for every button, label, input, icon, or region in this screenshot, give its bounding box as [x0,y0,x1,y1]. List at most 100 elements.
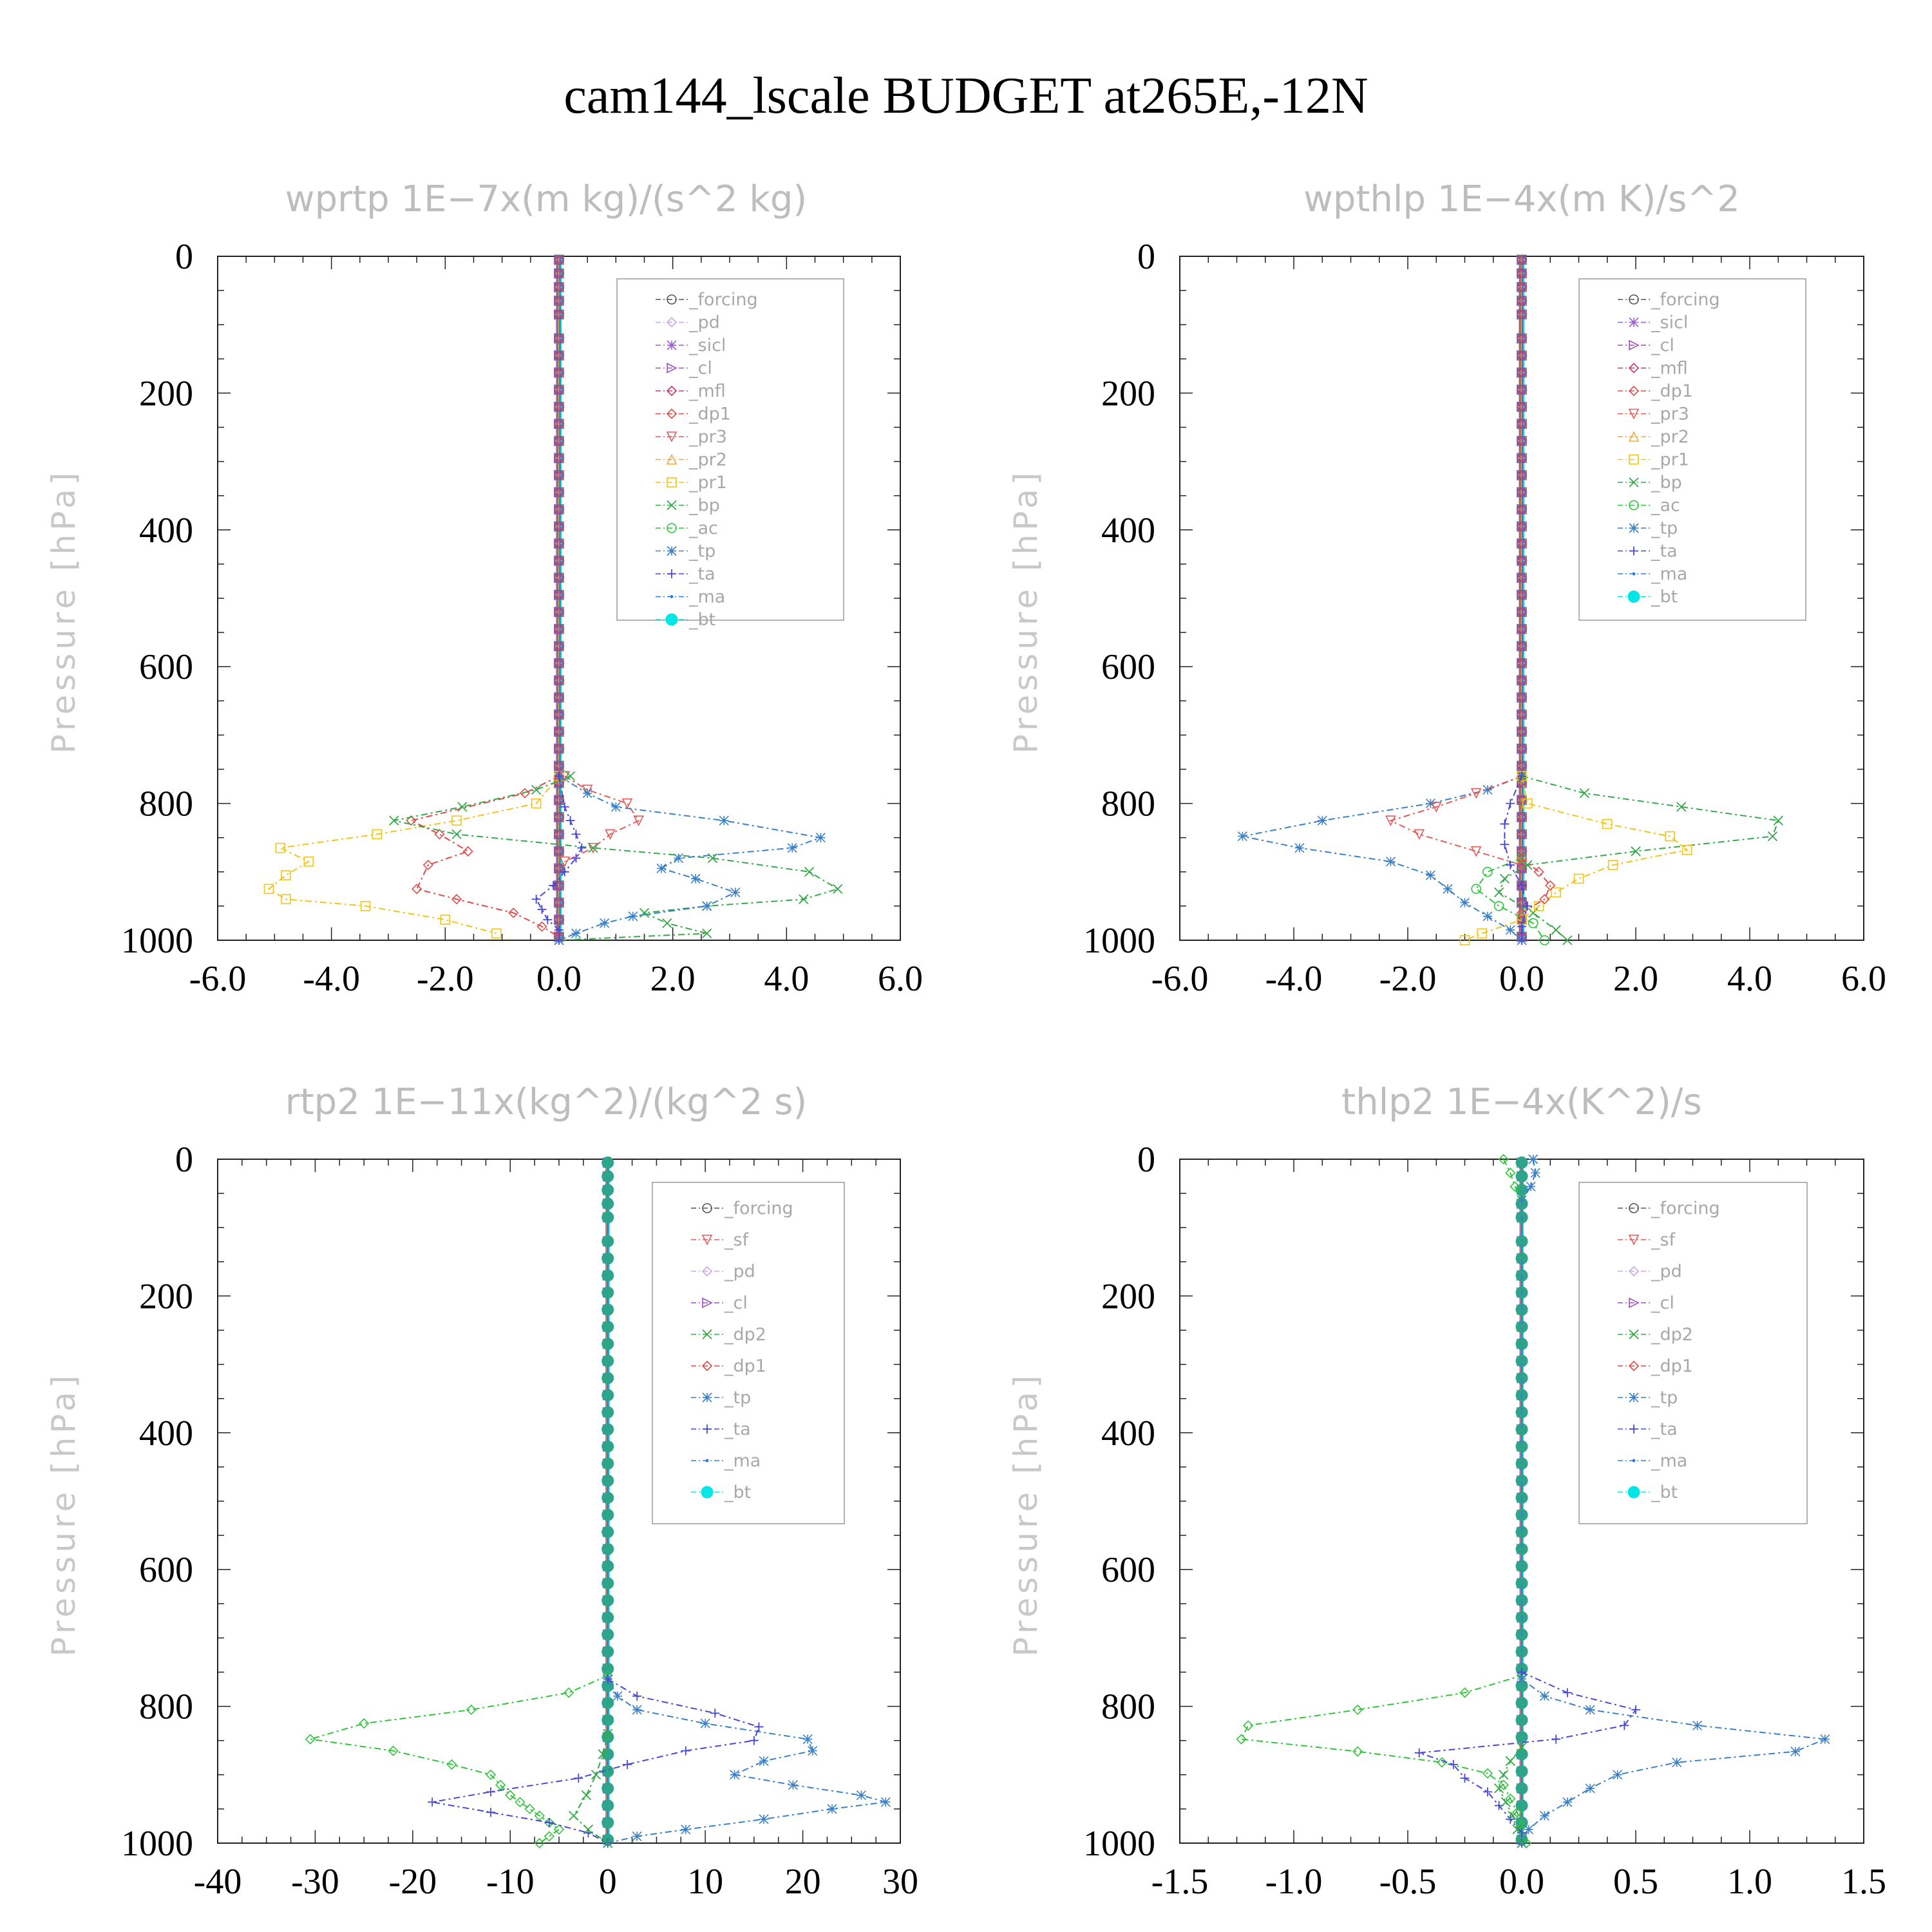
data-point [1585,1705,1595,1715]
zero-marker [554,487,564,498]
data-point [1243,1720,1254,1731]
data-point [1533,866,1544,877]
x-tick-label: -2.0 [1379,959,1437,999]
zero-marker [554,846,564,857]
legend-label: _ma [1651,1451,1687,1471]
legend-marker [1627,591,1640,603]
data-point [1517,936,1526,945]
y-axis-label: Pressure [hPa] [45,1372,82,1657]
x-tick-label: -1.0 [1265,1862,1323,1902]
data-point [1767,831,1778,842]
data-point [281,894,291,905]
data-point [1579,788,1589,799]
data-point [612,1691,623,1701]
data-point [621,798,633,810]
legend-label: _sicl [1651,313,1688,333]
legend-label: _bt [688,610,715,630]
data-point [1512,1824,1522,1835]
zero-marker [1517,743,1527,754]
data-point [1425,799,1435,809]
data-point [639,907,650,918]
data-point [1505,1756,1515,1766]
legend: _forcing _sicl _cl _mfl_dp1 _pr3 _pr2 _pr1 _bp _… [1578,278,1806,621]
legend-marker [1629,546,1638,556]
data-point [1516,907,1528,918]
legend-marker [670,595,674,598]
zero-marker [554,726,564,737]
y-tick-label: 600 [139,647,193,687]
data-point [719,815,729,826]
data-point [1672,1757,1682,1768]
data-point [536,921,547,932]
data-point [582,788,592,799]
data-point [690,873,701,884]
legend-marker [701,1235,713,1245]
data-point [1526,1181,1536,1192]
x-tick-label: 30 [882,1862,918,1902]
x-tick-label: 0.5 [1613,1862,1658,1902]
y-tick-label: 800 [139,1687,193,1727]
data-point [581,1790,592,1801]
y-tick-label: 400 [139,511,193,551]
data-point [1522,798,1533,809]
zero-marker [1517,812,1527,822]
data-point [569,1810,579,1821]
data-point [662,918,672,929]
data-point [1511,1807,1523,1818]
zero-marker [1517,487,1527,498]
zero-marker [554,268,564,279]
data-point [1498,1153,1509,1165]
zero-marker [1515,1184,1528,1197]
data-point [628,911,638,922]
legend-label: _bt [724,1482,751,1502]
data-point [1631,846,1641,857]
x-tick-label: -0.5 [1379,1862,1437,1902]
legend-label: _sicl [688,336,726,355]
zero-profile-column [601,1156,614,1846]
legend-label: _pd [724,1262,755,1282]
legend-marker [667,523,677,533]
data-point [515,1797,526,1808]
data-point [1477,928,1487,939]
legend-marker [1628,1265,1640,1277]
data-point [759,1756,769,1766]
data-point [1500,819,1510,829]
legend-label: _bt [1651,587,1678,607]
zero-marker [554,470,564,480]
legend-label: _forcing [724,1198,793,1218]
data-point [565,771,576,781]
data-point [1773,815,1783,826]
data-point [554,936,564,945]
data-point [1501,1797,1511,1807]
y-tick-label: 0 [175,237,193,277]
data-point [1352,1746,1363,1757]
data-point [1506,1814,1515,1824]
data-point [1505,1793,1516,1804]
data-point [632,1831,642,1841]
data-point [1676,802,1687,812]
data-point [730,887,741,898]
zero-marker [601,1235,614,1247]
y-tick-label: 1000 [1083,1824,1155,1864]
zero-marker [601,1457,614,1470]
data-point [1539,894,1550,905]
data-point [281,870,291,880]
data-point [531,895,541,904]
legend-label: _ta [1651,542,1678,562]
zero-marker [1517,692,1527,703]
data-point [446,1759,457,1770]
x-tick-label: 0 [599,1862,617,1902]
data-point [372,829,383,840]
y-tick-label: 0 [175,1140,193,1180]
data-point [1459,935,1470,945]
zero-marker [1517,863,1527,874]
legend-marker [1628,1235,1640,1245]
panel-title: rtp2 1E−11x(kg^2)/(kg^2 s) [285,1081,808,1123]
data-point [1352,1704,1363,1716]
series-dp1 [1516,853,1556,918]
zero-marker [1517,419,1527,429]
series-line [1464,775,1689,941]
legend-marker [667,545,677,556]
legend-marker [665,613,678,626]
zero-marker [1517,555,1527,566]
